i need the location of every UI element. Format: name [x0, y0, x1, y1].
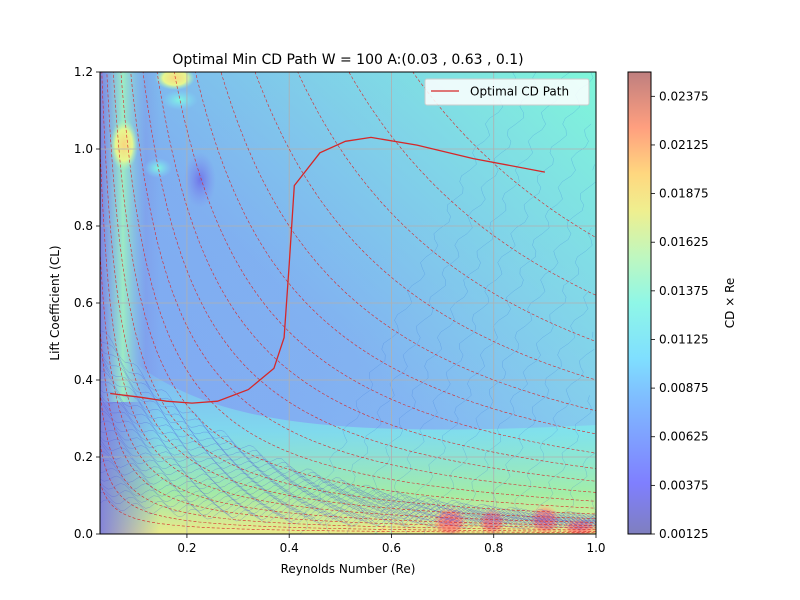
contour-line: [449, 227, 593, 534]
y-tick-label: 0.6: [74, 296, 93, 310]
contour-line: [100, 492, 596, 530]
colorbar-tick-label: 0.00375: [659, 478, 709, 492]
hotspot: [184, 152, 216, 208]
iso-curve: [106, 72, 596, 515]
hotspot: [162, 90, 198, 110]
contour-line: [100, 360, 596, 523]
iso-curve: [297, 72, 596, 342]
iso-curve: [100, 482, 596, 533]
legend-box: [424, 78, 590, 106]
colorbar-tick-label: 0.02125: [659, 138, 709, 152]
hotspot: [478, 508, 506, 534]
contour-line: [100, 436, 596, 527]
hotspot: [155, 72, 195, 90]
colorbar-tick-label: 0.01375: [659, 284, 709, 298]
contour-line: [100, 410, 596, 526]
contour-line: [100, 396, 596, 525]
contour-line: [100, 429, 596, 527]
colorbar-tick-label: 0.01625: [659, 235, 709, 249]
heatmap-low-band: [100, 330, 596, 534]
iso-curve: [100, 392, 596, 531]
iso-curve: [156, 72, 596, 469]
x-tick-label: 0.6: [382, 541, 401, 555]
colorbar-tick-label: 0.00625: [659, 430, 709, 444]
hotspot: [373, 521, 393, 534]
contour-line: [100, 484, 596, 530]
contour-lines: [100, 72, 596, 534]
contour-line: [100, 401, 596, 525]
contour-line: [100, 475, 596, 529]
iso-curve: [100, 328, 596, 529]
iso-curve: [142, 72, 596, 482]
legend-label: Optimal CD Path: [470, 85, 569, 99]
contour-line: [100, 460, 596, 528]
contour-line: [424, 164, 596, 534]
colorbar-gradient: [628, 72, 651, 534]
series-layer: [110, 136, 546, 404]
x-tick-label: 0.4: [280, 541, 299, 555]
x-axis-label: Reynolds Number (Re): [281, 562, 416, 576]
y-tick-label: 0.0: [74, 527, 93, 541]
iso-curve: [112, 72, 596, 509]
contour-line: [100, 393, 596, 526]
contour-line: [100, 381, 596, 525]
y-tick-label: 1.0: [74, 142, 93, 156]
y-axis-label: Lift Coefficient (CL): [48, 245, 62, 360]
colorbar-tick-label: 0.01875: [659, 187, 709, 201]
iso-curve: [195, 72, 596, 435]
iso-curve: [101, 72, 596, 519]
contour-line: [479, 291, 589, 534]
legend: Optimal CD Path: [424, 78, 590, 106]
y-axis-ticks: 0.0 0.2 0.4 0.6 0.8 1.0 1.2: [74, 65, 100, 541]
y-tick-label: 0.4: [74, 373, 93, 387]
iso-curve: [100, 251, 596, 526]
contour-line: [100, 350, 596, 523]
chart-title: Optimal Min CD Path W = 100 A:(0.03 , 0.…: [172, 52, 523, 68]
x-tick-label: 0.2: [177, 541, 196, 555]
iso-curve: [412, 72, 596, 238]
colorbar-label: CD × Re: [723, 278, 737, 328]
contour-line: [100, 468, 596, 529]
contour-line: [100, 370, 596, 524]
y-tick-label: 1.2: [74, 65, 93, 79]
contour-line: [100, 347, 596, 523]
hotspot: [144, 158, 172, 178]
colorbar-tick-label: 0.00875: [659, 381, 709, 395]
contour-line: [100, 330, 596, 522]
contour-line: [100, 481, 596, 529]
contour-line: [100, 443, 596, 528]
colorbar-tick-label: 0.01125: [659, 332, 709, 346]
iso-curve: [348, 72, 596, 296]
contour-line: [100, 353, 596, 523]
iso-curves: [100, 72, 596, 533]
y-tick-label: 0.8: [74, 219, 93, 233]
hotspot: [110, 119, 138, 171]
grid-lines: [100, 72, 596, 534]
x-tick-label: 0.8: [484, 541, 503, 555]
contour-line: [100, 438, 596, 527]
contour-line: [402, 123, 592, 534]
colorbar-frame: [627, 71, 652, 535]
x-tick-label: 1.0: [586, 541, 605, 555]
colorbar-ticks: 0.00125 0.00375 0.00625 0.00875 0.01125 0.013…: [651, 89, 709, 541]
colorbar-tick-label: 0.00125: [659, 527, 709, 541]
iso-curve: [120, 72, 596, 502]
colorbar-tick-label: 0.02375: [659, 89, 709, 103]
contour-line: [100, 451, 596, 528]
contour-line: [100, 389, 596, 525]
y-tick-label: 0.2: [74, 450, 93, 464]
colorbar: 0.00125 0.00375 0.00625 0.00875 0.01125 0.013…: [627, 71, 737, 541]
iso-curve: [100, 148, 596, 523]
heatmap-area: [100, 72, 596, 534]
optimal-cd-path-line: [110, 136, 546, 404]
contour-line: [578, 499, 596, 534]
x-axis-ticks: 0.2 0.4 0.6 0.8 1.0: [177, 534, 606, 555]
iso-curve: [100, 444, 596, 532]
iso-curve: [220, 72, 596, 412]
contour-line: [100, 499, 596, 531]
